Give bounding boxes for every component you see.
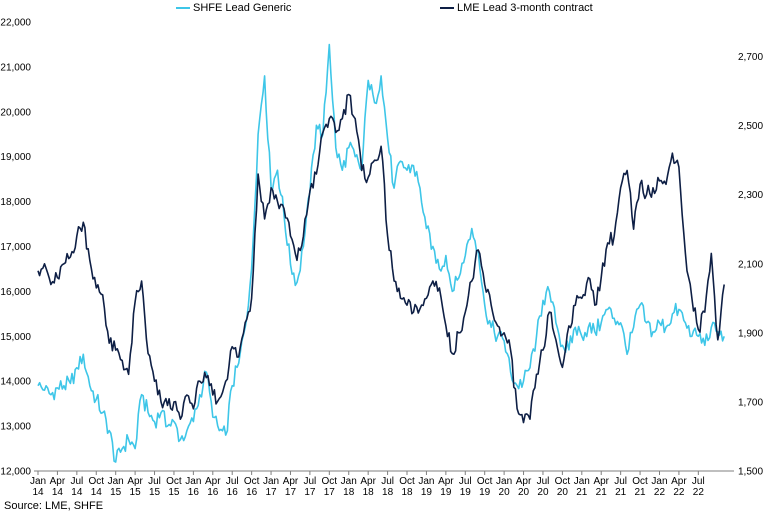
shfe-series-line: [37, 43, 725, 463]
y-left-tick-label: 21,000: [0, 62, 31, 73]
x-tick-label-year: 14: [91, 487, 103, 498]
x-tick-label-year: 17: [265, 487, 277, 498]
x-tick-label-year: 22: [693, 487, 705, 498]
x-tick-label-month: Jan: [108, 476, 124, 487]
y-right-tick-label: 2,300: [738, 190, 763, 201]
x-tick-label-month: Jan: [30, 476, 46, 487]
x-tick-label-month: Apr: [360, 476, 376, 487]
x-tick-label-year: 17: [324, 487, 336, 498]
x-tick-label-year: 22: [673, 487, 685, 498]
y-right-tick-label: 2,100: [738, 259, 763, 270]
y-left-tick-label: 18,000: [0, 197, 31, 208]
x-tick-label-month: Oct: [88, 476, 104, 487]
x-tick-label-month: Oct: [399, 476, 415, 487]
x-tick-label-month: Oct: [244, 476, 260, 487]
x-tick-label-year: 20: [518, 487, 530, 498]
y-right-tick-label: 1,700: [738, 397, 763, 408]
y-right-tick-label: 1,900: [738, 328, 763, 339]
x-tick-label-year: 20: [557, 487, 569, 498]
x-tick-label-year: 15: [168, 487, 180, 498]
x-tick-label-month: Jul: [226, 476, 239, 487]
legend-swatch-shfe: [176, 7, 190, 9]
y-left-tick-label: 20,000: [0, 107, 31, 118]
x-tick-label-month: Apr: [127, 476, 143, 487]
x-tick-label-year: 20: [537, 487, 549, 498]
x-tick-label-month: Jul: [537, 476, 550, 487]
x-tick-label-year: 14: [32, 487, 44, 498]
x-tick-label-month: Apr: [283, 476, 299, 487]
x-tick-label-month: Apr: [671, 476, 687, 487]
x-tick-label-month: Jul: [459, 476, 472, 487]
x-tick-label-year: 19: [440, 487, 452, 498]
x-tick-label-month: Jan: [496, 476, 512, 487]
x-tick-label-year: 17: [304, 487, 316, 498]
x-tick-label-month: Jul: [148, 476, 161, 487]
x-tick-label-month: Oct: [477, 476, 493, 487]
x-tick-label-year: 16: [227, 487, 239, 498]
y-left-tick-label: 12,000: [0, 467, 31, 478]
x-tick-label-year: 21: [635, 487, 647, 498]
y-left-tick-label: 19,000: [0, 152, 31, 163]
legend-item-lme: LME Lead 3-month contract: [440, 2, 593, 14]
x-tick-label-year: 21: [615, 487, 627, 498]
x-tick-label-month: Jan: [341, 476, 357, 487]
x-tick-label-month: Jul: [614, 476, 627, 487]
legend-swatch-lme: [440, 7, 454, 9]
x-tick-label-year: 18: [363, 487, 375, 498]
x-tick-label-month: Jul: [381, 476, 394, 487]
y-left-tick-label: 14,000: [0, 377, 31, 388]
x-tick-label-year: 18: [343, 487, 355, 498]
legend-item-shfe: SHFE Lead Generic: [176, 2, 291, 14]
x-tick-label-year: 18: [382, 487, 394, 498]
x-tick-label-year: 14: [52, 487, 64, 498]
x-tick-label-month: Apr: [50, 476, 66, 487]
x-tick-label-year: 21: [576, 487, 588, 498]
y-left-tick-label: 17,000: [0, 242, 31, 253]
x-tick-label-month: Apr: [438, 476, 454, 487]
x-tick-label-month: Oct: [632, 476, 648, 487]
y-left-tick-label: 13,000: [0, 422, 31, 433]
x-tick-label-year: 19: [479, 487, 491, 498]
x-tick-label-month: Oct: [166, 476, 182, 487]
x-tick-label-month: Jul: [304, 476, 317, 487]
x-tick-label-year: 19: [460, 487, 472, 498]
y-right-tick-label: 1,500: [738, 467, 763, 478]
x-tick-label-month: Apr: [593, 476, 609, 487]
legend-label-lme: LME Lead 3-month contract: [457, 2, 593, 14]
x-tick-label-year: 19: [421, 487, 433, 498]
x-tick-label-month: Oct: [555, 476, 571, 487]
x-tick-label-year: 22: [654, 487, 666, 498]
x-tick-label-month: Jan: [574, 476, 590, 487]
legend-label-shfe: SHFE Lead Generic: [193, 2, 292, 14]
y-right-tick-label: 2,500: [738, 121, 763, 132]
x-tick-label-year: 14: [71, 487, 83, 498]
y-left-tick-label: 22,000: [0, 18, 31, 29]
x-tick-label-year: 16: [207, 487, 219, 498]
y-right-tick-label: 2,700: [738, 52, 763, 63]
x-tick-label-month: Jan: [651, 476, 667, 487]
x-tick-label-month: Jul: [692, 476, 705, 487]
x-tick-label-month: Apr: [205, 476, 221, 487]
y-left-tick-label: 16,000: [0, 287, 31, 298]
x-tick-label-year: 15: [149, 487, 161, 498]
x-tick-label-year: 16: [188, 487, 200, 498]
x-tick-label-year: 20: [499, 487, 511, 498]
y-left-tick-label: 15,000: [0, 332, 31, 343]
x-tick-label-month: Jul: [70, 476, 83, 487]
x-tick-label-year: 15: [130, 487, 142, 498]
x-tick-label-month: Jan: [185, 476, 201, 487]
x-tick-label-month: Jan: [263, 476, 279, 487]
source-note: Source: LME, SHFE: [4, 500, 104, 512]
x-tick-label-year: 17: [285, 487, 297, 498]
x-tick-label-year: 21: [596, 487, 608, 498]
x-tick-label-year: 15: [110, 487, 122, 498]
x-tick-label-month: Apr: [516, 476, 532, 487]
x-tick-label-month: Oct: [322, 476, 338, 487]
lme-series-line: [37, 93, 725, 424]
x-tick-label-year: 16: [246, 487, 258, 498]
x-tick-label-year: 18: [401, 487, 413, 498]
x-tick-label-month: Jan: [418, 476, 434, 487]
